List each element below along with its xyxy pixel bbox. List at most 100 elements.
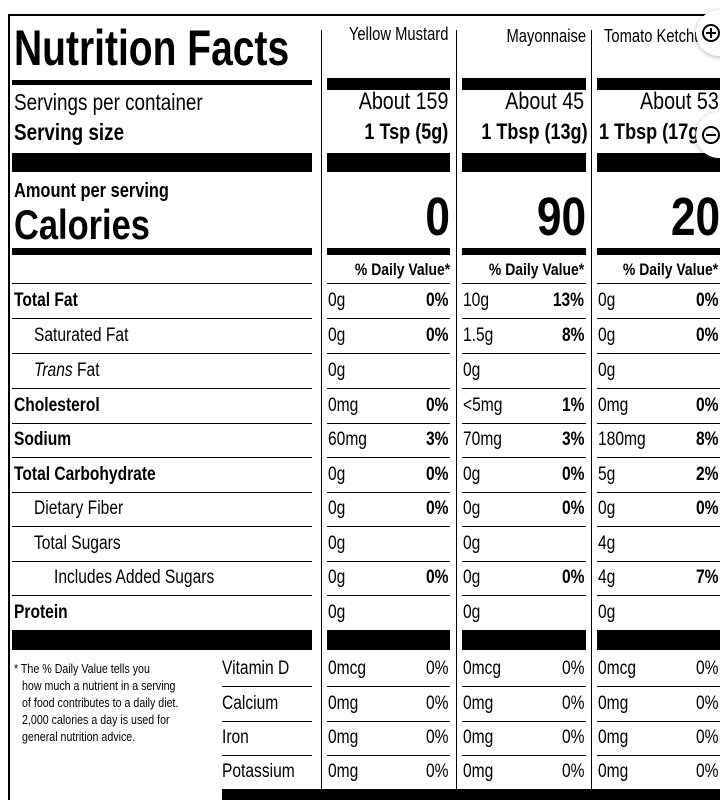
vitamin-label-potassium: Potassium	[222, 761, 295, 782]
dv-dietary-fiber-col1: 0%	[425, 498, 448, 519]
serving-size-mayonnaise: 1 Tbsp (13g)	[481, 119, 588, 144]
label-left-border	[8, 14, 10, 800]
amount-dietary-fiber-col3: 0g	[598, 498, 616, 519]
vitamin-amount-iron-col2: 0mg	[463, 727, 494, 748]
row-divider	[12, 283, 312, 284]
panel-title: Nutrition Facts	[14, 20, 290, 76]
vitamin-amount-iron-col1: 0mg	[328, 727, 359, 748]
amount-trans-fat-col1: 0g	[328, 360, 346, 381]
vitamin-dv-vitamin-d-col3: 0%	[695, 658, 718, 679]
dv-header-ketchup: % Daily Value*	[622, 260, 718, 279]
vitamin-amount-potassium-col1: 0mg	[328, 761, 359, 782]
header-bar-ketchup	[597, 78, 720, 90]
row-divider	[462, 353, 586, 354]
amount-added-sugars-col1: 0g	[328, 567, 346, 588]
divider-col-3	[591, 30, 592, 800]
amount-protein-col3: 0g	[598, 602, 616, 623]
divider-col-1	[321, 30, 322, 800]
header-bar-mustard	[327, 78, 450, 90]
row-divider	[327, 595, 450, 596]
dv-total-carbohydrate-col2: 0%	[561, 464, 584, 485]
row-divider	[462, 721, 586, 722]
dv-added-sugars-col2: 0%	[561, 567, 584, 588]
zoom-in-button[interactable]	[696, 10, 720, 56]
vitamin-dv-calcium-col1: 0%	[425, 693, 448, 714]
vitamin-dv-iron-col3: 0%	[695, 727, 718, 748]
row-divider	[222, 721, 312, 722]
row-divider	[327, 353, 450, 354]
dv-protein-col2	[462, 596, 584, 630]
amount-total-fat-col1: 0g	[328, 290, 346, 311]
serving-size-label: Serving size	[14, 119, 125, 145]
row-divider	[327, 318, 450, 319]
calories-bar-mustard	[327, 248, 450, 255]
serving-rule	[12, 153, 312, 172]
row-divider	[462, 492, 586, 493]
row-divider	[222, 686, 312, 687]
amount-total-sugars-col2: 0g	[463, 533, 481, 554]
nutrient-label-saturated-fat: Saturated Fat	[34, 325, 129, 346]
dv-dietary-fiber-col3: 0%	[695, 498, 718, 519]
amount-total-carbohydrate-col3: 5g	[598, 464, 616, 485]
amount-cholesterol-col1: 0mg	[328, 395, 359, 416]
serving-bar-ketchup	[597, 153, 720, 172]
row-divider	[462, 283, 586, 284]
row-divider	[462, 686, 586, 687]
row-divider	[12, 561, 312, 562]
amount-saturated-fat-col3: 0g	[598, 325, 616, 346]
vitamin-dv-potassium-col2: 0%	[561, 761, 584, 782]
amount-saturated-fat-col1: 0g	[328, 325, 346, 346]
amount-protein-col2: 0g	[463, 602, 481, 623]
nutrient-label-total-sugars: Total Sugars	[34, 533, 121, 554]
dv-total-sugars-col3	[597, 527, 718, 561]
dv-protein-col1	[327, 596, 448, 630]
row-divider	[462, 423, 586, 424]
calories-rule	[12, 248, 312, 255]
calories-bar-ketchup	[597, 248, 720, 255]
row-divider	[597, 755, 720, 756]
vitamin-dv-potassium-col3: 0%	[695, 761, 718, 782]
protein-bar-mayonnaise	[462, 630, 586, 650]
dv-sodium-col1: 3%	[425, 429, 448, 450]
row-divider	[597, 318, 720, 319]
zoom-out-icon	[701, 125, 720, 145]
calories-bar-mayonnaise	[462, 248, 586, 255]
product-name-ketchup: Tomato Ketchup	[604, 26, 711, 46]
dv-total-carbohydrate-col3: 2%	[695, 464, 718, 485]
dv-total-sugars-col1	[327, 527, 448, 561]
dv-total-sugars-col2	[462, 527, 584, 561]
amount-per-serving-label: Amount per serving	[14, 180, 169, 202]
row-divider	[327, 492, 450, 493]
amount-trans-fat-col2: 0g	[463, 360, 481, 381]
amount-saturated-fat-col2: 1.5g	[463, 325, 494, 346]
dv-total-carbohydrate-col1: 0%	[425, 464, 448, 485]
header-bar-mayonnaise	[462, 78, 586, 90]
calories-ketchup: 20	[670, 187, 720, 247]
row-divider	[597, 388, 720, 389]
amount-total-sugars-col3: 4g	[598, 533, 616, 554]
calories-mustard: 0	[425, 187, 450, 247]
row-divider	[12, 423, 312, 424]
row-divider	[597, 492, 720, 493]
amount-trans-fat-col3: 0g	[598, 360, 616, 381]
row-divider	[597, 686, 720, 687]
row-divider	[597, 526, 720, 527]
dv-added-sugars-col3: 7%	[695, 567, 718, 588]
dv-saturated-fat-col3: 0%	[695, 325, 718, 346]
amount-added-sugars-col3: 4g	[598, 567, 616, 588]
vitamin-amount-vitamin-d-col3: 0mcg	[598, 658, 637, 679]
amount-dietary-fiber-col2: 0g	[463, 498, 481, 519]
amount-total-carbohydrate-col1: 0g	[328, 464, 346, 485]
row-divider	[327, 686, 450, 687]
daily-value-footnote: * The % Daily Value tells you how much a…	[14, 661, 179, 744]
vitamin-label-vitamin-d: Vitamin D	[222, 658, 290, 679]
dv-saturated-fat-col2: 8%	[561, 325, 584, 346]
row-divider	[12, 388, 312, 389]
row-divider	[12, 353, 312, 354]
vitamin-label-calcium: Calcium	[222, 693, 279, 714]
row-divider	[597, 283, 720, 284]
nutrient-label-protein: Protein	[14, 602, 68, 623]
row-divider	[327, 755, 450, 756]
vitamin-amount-vitamin-d-col1: 0mcg	[328, 658, 367, 679]
